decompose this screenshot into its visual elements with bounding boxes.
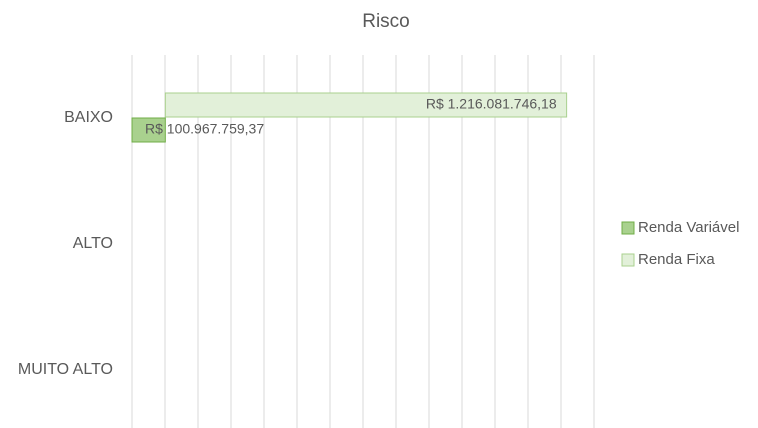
legend-label: Renda Variável: [638, 219, 739, 236]
bar: [164, 92, 568, 118]
bar: [131, 117, 166, 143]
data-label: R$ 1.216.081.746,18: [426, 96, 557, 112]
y-tick-label: BAIXO: [64, 109, 113, 126]
legend-label: Renda Fixa: [638, 251, 715, 268]
legend-swatch: [621, 253, 635, 267]
chart-title: Risco: [362, 11, 410, 32]
legend-swatch: [621, 221, 635, 235]
y-tick-label: MUITO ALTO: [18, 361, 113, 378]
data-label: R$ 100.967.759,37: [145, 121, 264, 137]
y-tick-label: ALTO: [73, 235, 113, 252]
